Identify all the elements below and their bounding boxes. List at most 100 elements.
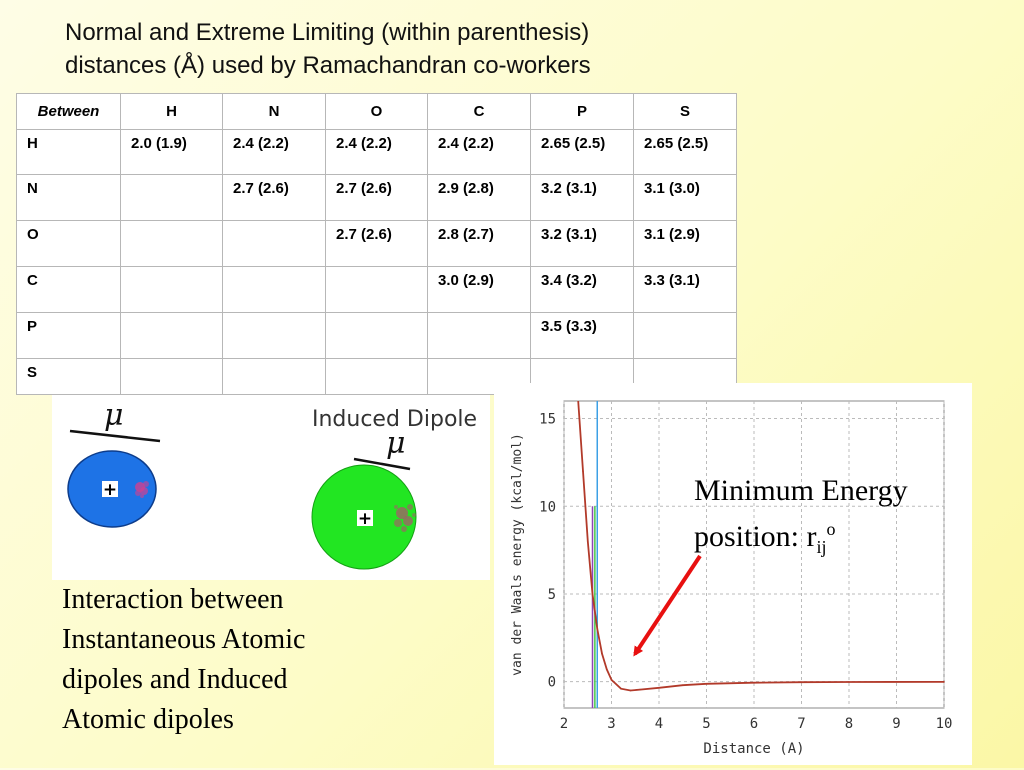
plus-icon-left: + (102, 480, 118, 500)
table-header-row: Between H N O C P S (16, 93, 737, 130)
y-axis-label: van der Waals energy (kcal/mol) (510, 433, 525, 676)
table-cell (427, 312, 531, 359)
table-cell: 2.4 (2.2) (427, 129, 531, 175)
annotation-line-1: Minimum Energy (694, 474, 908, 507)
energy-point (596, 628, 599, 630)
mu-symbol-right: μ (386, 426, 406, 461)
y-tick-label: 0 (548, 675, 556, 691)
column-header: H (120, 93, 223, 130)
table-cell: 3.1 (2.9) (633, 220, 737, 267)
table-cell: 3.5 (3.3) (530, 312, 634, 359)
energy-point (620, 687, 622, 690)
annotation-superscript: o (826, 519, 836, 539)
table-cell: 3.3 (3.1) (633, 266, 737, 313)
row-header: S (16, 358, 121, 395)
energy-point (582, 470, 584, 472)
energy-point (848, 681, 850, 683)
table-cell (120, 220, 223, 267)
table-cell (633, 312, 737, 359)
y-tick-label: 5 (548, 587, 556, 603)
table-cell: 2.4 (2.2) (222, 129, 326, 175)
table-corner-header: Between (16, 93, 121, 130)
table-row: O 2.7 (2.6) 2.8 (2.7) 3.2 (3.1) 3.1 (2.9… (16, 220, 737, 267)
title-line-1: Normal and Extreme Limiting (within pare… (65, 19, 590, 46)
y-tick-label: 15 (539, 412, 556, 428)
table-cell: 2.9 (2.8) (427, 174, 531, 221)
plot-area-frame (563, 400, 945, 709)
energy-point (943, 681, 945, 683)
x-tick-label: 7 (797, 716, 805, 732)
table-row: C 3.0 (2.9) 3.4 (3.2) 3.3 (3.1) (16, 266, 737, 313)
distance-table: Between H N O C P S H 2.0 (1.9) 2.4 (2.2… (16, 93, 737, 395)
x-tick-label: 8 (845, 716, 853, 732)
slide-title: Normal and Extreme Limiting (within pare… (65, 16, 745, 82)
energy-point (605, 668, 608, 671)
x-tick-label: 3 (607, 716, 615, 732)
x-tick-label: 10 (936, 716, 953, 732)
table-cell (222, 220, 326, 267)
energy-point (629, 689, 632, 692)
table-cell (120, 312, 223, 359)
column-header: P (530, 93, 634, 130)
table-cell: 3.1 (3.0) (633, 174, 737, 221)
table-row: N 2.7 (2.6) 2.7 (2.6) 2.9 (2.8) 3.2 (3.1… (16, 174, 737, 221)
table-cell: 2.65 (2.5) (530, 129, 634, 175)
energy-point (601, 652, 603, 655)
dipole-caption: Interaction between Instantaneous Atomic… (62, 580, 392, 740)
energy-point (639, 688, 641, 691)
chart-tick-labels: 2 3 4 5 6 7 8 9 10 0 5 10 15 (539, 412, 952, 732)
energy-point (753, 681, 755, 684)
caption-line-2: Instantaneous Atomic (62, 624, 306, 655)
table-cell (120, 358, 223, 395)
table-row: P 3.5 (3.3) (16, 312, 737, 359)
vdw-chart-svg: 2 3 4 5 6 7 8 9 10 0 5 10 15 Distance (A) van der Wa… (510, 400, 952, 757)
table-cell: 2.8 (2.7) (427, 220, 531, 267)
chart-grid (563, 400, 945, 709)
title-line-2: distances (Å) used by Ramachandran co-wo… (65, 52, 591, 79)
dipole-illustration: μ + Induced Dipole μ + (52, 395, 490, 580)
caption-line-4: Atomic dipoles (62, 704, 234, 735)
energy-point (610, 679, 613, 681)
x-tick-label: 6 (750, 716, 758, 732)
table-cell (325, 266, 428, 313)
energy-point (586, 540, 589, 543)
energy-point (681, 684, 684, 686)
row-header: H (16, 129, 121, 175)
vdw-energy-chart: 2 3 4 5 6 7 8 9 10 0 5 10 15 Distance (A) van der Wa… (494, 383, 972, 765)
table-cell: 2.0 (1.9) (120, 129, 223, 175)
caption-line-3: dipoles and Induced (62, 664, 288, 695)
x-axis-label: Distance (A) (703, 741, 804, 757)
table-cell: 2.4 (2.2) (325, 129, 428, 175)
column-header: O (325, 93, 428, 130)
table-cell: 2.7 (2.6) (325, 174, 428, 221)
energy-point (800, 681, 803, 684)
energy-curve (577, 400, 945, 692)
table-cell (120, 174, 223, 221)
plus-symbol-left: + (103, 480, 117, 500)
table-cell: 3.2 (3.1) (530, 220, 634, 267)
row-header: C (16, 266, 121, 313)
x-tick-label: 4 (655, 716, 663, 732)
dipole-svg: μ + Induced Dipole μ + (67, 398, 477, 570)
caption-line-1: Interaction between (62, 584, 284, 615)
y-tick-label: 10 (539, 499, 556, 515)
table-cell: 2.7 (2.6) (325, 220, 428, 267)
table-cell: 3.0 (2.9) (427, 266, 531, 313)
column-header: N (222, 93, 326, 130)
charge-cloud-left (135, 481, 149, 498)
mu-symbol-left: μ (104, 398, 124, 433)
annotation-line-2: position: rijo (694, 510, 954, 566)
table-cell (325, 312, 428, 359)
energy-point (705, 682, 708, 685)
x-tick-label: 2 (560, 716, 568, 732)
minimum-energy-annotation: Minimum Energy position: rijo (694, 472, 954, 566)
plus-symbol-right: + (358, 509, 372, 529)
plus-icon-right: + (357, 509, 373, 529)
row-header: N (16, 174, 121, 221)
table-cell: 2.7 (2.6) (222, 174, 326, 221)
table-cell: 3.2 (3.1) (530, 174, 634, 221)
energy-point (658, 687, 660, 689)
induced-dipole-label: Induced Dipole (312, 407, 477, 432)
x-tick-label: 5 (702, 716, 710, 732)
table-cell (120, 266, 223, 313)
